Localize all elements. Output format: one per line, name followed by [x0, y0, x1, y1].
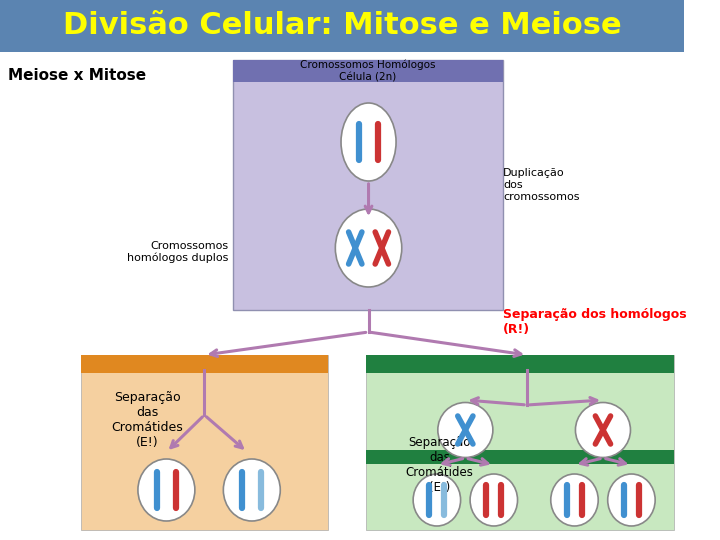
Text: Meiose x Mitose: Meiose x Mitose: [8, 68, 146, 83]
Bar: [233, 60, 503, 82]
Bar: [81, 355, 328, 530]
Bar: [0, 0, 683, 52]
Ellipse shape: [223, 459, 280, 521]
Text: Separação
das
Cromátides
(E!): Separação das Cromátides (E!): [112, 391, 184, 449]
Ellipse shape: [470, 474, 518, 526]
Ellipse shape: [413, 474, 461, 526]
Ellipse shape: [138, 459, 195, 521]
Bar: [366, 355, 674, 373]
Bar: [81, 355, 328, 373]
Ellipse shape: [438, 402, 493, 457]
Ellipse shape: [551, 474, 598, 526]
Text: Separação dos homólogos
(R!): Separação dos homólogos (R!): [503, 308, 687, 336]
Bar: [233, 60, 503, 310]
Text: Cromossomos Homólogos
Célula (2n): Cromossomos Homólogos Célula (2n): [300, 60, 436, 82]
Bar: [366, 355, 674, 530]
Bar: [366, 450, 674, 464]
Text: Cromossomos
homólogos duplos: Cromossomos homólogos duplos: [127, 241, 228, 263]
Text: Divisão Celular: Mitose e Meiose: Divisão Celular: Mitose e Meiose: [63, 11, 621, 40]
Ellipse shape: [336, 209, 402, 287]
Ellipse shape: [575, 402, 631, 457]
Ellipse shape: [341, 103, 396, 181]
Ellipse shape: [608, 474, 655, 526]
Text: Duplicação
dos
cromossomos: Duplicação dos cromossomos: [503, 168, 580, 201]
Text: Separação
das
Cromátides
(E!): Separação das Cromátides (E!): [406, 436, 474, 494]
